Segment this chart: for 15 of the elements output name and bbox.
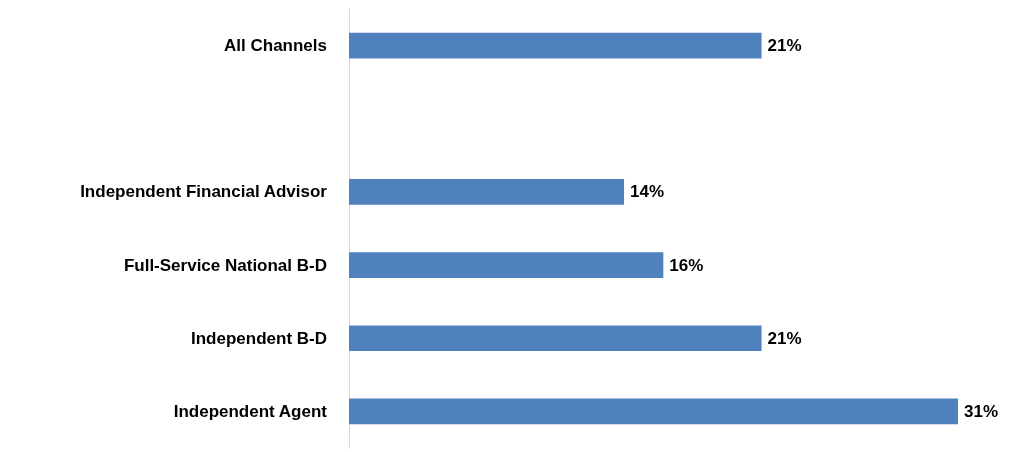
- data-label: 21%: [767, 328, 802, 348]
- bar: [349, 398, 958, 425]
- data-label: 21%: [767, 36, 802, 56]
- bar: [349, 32, 762, 59]
- y-tick-label: Independent B-D: [191, 328, 327, 348]
- data-label: 16%: [669, 255, 704, 275]
- y-tick-label: Independent Financial Advisor: [80, 182, 328, 202]
- data-label: 14%: [630, 182, 665, 202]
- bar: [349, 179, 625, 205]
- bar: [349, 252, 664, 278]
- bar: [349, 325, 762, 352]
- data-label: 31%: [964, 401, 999, 421]
- y-tick-label: All Channels: [224, 36, 327, 56]
- y-tick-label: Independent Agent: [173, 401, 328, 421]
- y-tick-label: Full-Service National B-D: [123, 255, 327, 275]
